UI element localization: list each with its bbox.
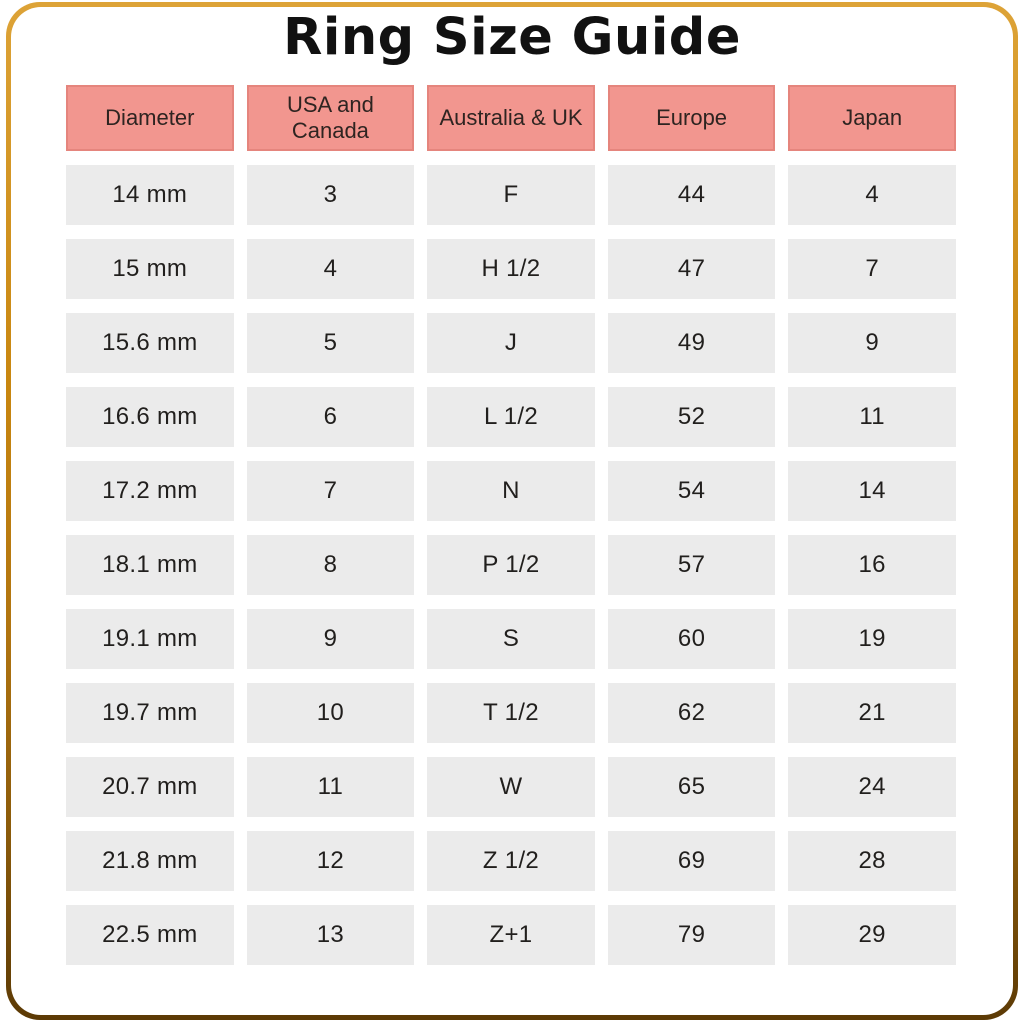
table-cell: 11 xyxy=(788,387,956,447)
table-cell: 7 xyxy=(788,239,956,299)
table-cell: 60 xyxy=(607,609,776,669)
table-row: 19.7 mm 10 T 1/2 62 21 xyxy=(66,683,956,743)
table-cell: 20.7 mm xyxy=(66,757,234,817)
table-cell: S xyxy=(427,609,595,669)
table-body: 14 mm 3 F 44 4 15 mm 4 H 1/2 47 7 15.6 mm 5 J 49 9 16.6… xyxy=(66,165,956,965)
table-row: 21.8 mm 12 Z 1/2 69 28 xyxy=(66,831,956,891)
table-cell: 6 xyxy=(246,387,415,447)
table-row: 20.7 mm 11 W 65 24 xyxy=(66,757,956,817)
table-row: 15 mm 4 H 1/2 47 7 xyxy=(66,239,956,299)
table-cell: 44 xyxy=(607,165,776,225)
table-cell: 12 xyxy=(246,831,415,891)
table-cell: 3 xyxy=(246,165,415,225)
table-cell: 22.5 mm xyxy=(66,905,234,965)
table-cell: Z+1 xyxy=(427,905,595,965)
table-cell: 19.7 mm xyxy=(66,683,234,743)
header-cell: Europe xyxy=(607,85,776,151)
table-cell: 62 xyxy=(607,683,776,743)
header-row: Diameter USA and Canada Australia & UK Euro… xyxy=(66,85,956,151)
table-row: 17.2 mm 7 N 54 14 xyxy=(66,461,956,521)
table-cell: 4 xyxy=(788,165,956,225)
table-cell: N xyxy=(427,461,595,521)
table-cell: 15.6 mm xyxy=(66,313,234,373)
header-cell: Diameter xyxy=(66,85,234,151)
table-cell: 19.1 mm xyxy=(66,609,234,669)
table-cell: 18.1 mm xyxy=(66,535,234,595)
table-cell: 47 xyxy=(607,239,776,299)
table-cell: 13 xyxy=(246,905,415,965)
table-cell: 29 xyxy=(788,905,956,965)
table-cell: 9 xyxy=(246,609,415,669)
table-cell: 11 xyxy=(246,757,415,817)
table-cell: W xyxy=(427,757,595,817)
table-cell: 16.6 mm xyxy=(66,387,234,447)
table-row: 16.6 mm 6 L 1/2 52 11 xyxy=(66,387,956,447)
table-cell: 14 mm xyxy=(66,165,234,225)
table-cell: 49 xyxy=(607,313,776,373)
table-row: 19.1 mm 9 S 60 19 xyxy=(66,609,956,669)
table-row: 15.6 mm 5 J 49 9 xyxy=(66,313,956,373)
table-cell: 54 xyxy=(607,461,776,521)
table-cell: F xyxy=(427,165,595,225)
table-cell: T 1/2 xyxy=(427,683,595,743)
table-cell: 52 xyxy=(607,387,776,447)
table-row: 18.1 mm 8 P 1/2 57 16 xyxy=(66,535,956,595)
table-cell: 15 mm xyxy=(66,239,234,299)
table-row: 22.5 mm 13 Z+1 79 29 xyxy=(66,905,956,965)
table-cell: 79 xyxy=(607,905,776,965)
table-cell: 4 xyxy=(246,239,415,299)
table-cell: 19 xyxy=(788,609,956,669)
table-cell: P 1/2 xyxy=(427,535,595,595)
table-cell: 24 xyxy=(788,757,956,817)
table-cell: 65 xyxy=(607,757,776,817)
table-cell: Z 1/2 xyxy=(427,831,595,891)
table-cell: 14 xyxy=(788,461,956,521)
table-cell: 21 xyxy=(788,683,956,743)
table-cell: 10 xyxy=(246,683,415,743)
header-cell: USA and Canada xyxy=(246,85,415,151)
page-title: Ring Size Guide xyxy=(283,8,741,67)
table-cell: 17.2 mm xyxy=(66,461,234,521)
table-cell: H 1/2 xyxy=(427,239,595,299)
header-cell: Japan xyxy=(788,85,956,151)
table-cell: 16 xyxy=(788,535,956,595)
header-cell: Australia & UK xyxy=(427,85,595,151)
table-cell: 5 xyxy=(246,313,415,373)
ring-size-table: Diameter USA and Canada Australia & UK Euro… xyxy=(66,85,956,979)
table-cell: 9 xyxy=(788,313,956,373)
table-cell: 7 xyxy=(246,461,415,521)
table-cell: 57 xyxy=(607,535,776,595)
table-cell: 28 xyxy=(788,831,956,891)
table-row: 14 mm 3 F 44 4 xyxy=(66,165,956,225)
table-cell: 69 xyxy=(607,831,776,891)
table-cell: 8 xyxy=(246,535,415,595)
table-cell: L 1/2 xyxy=(427,387,595,447)
table-cell: 21.8 mm xyxy=(66,831,234,891)
table-cell: J xyxy=(427,313,595,373)
